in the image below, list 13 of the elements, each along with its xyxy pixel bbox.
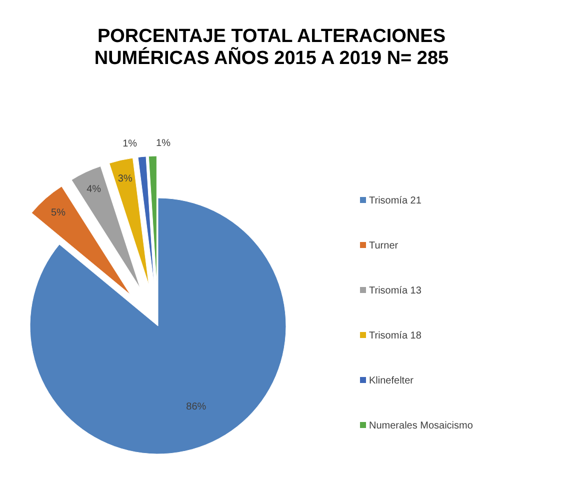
legend-label: Turner bbox=[369, 240, 399, 252]
legend-label: Trisomía 21 bbox=[369, 196, 422, 207]
data-label: 1% bbox=[156, 138, 171, 149]
data-label: 86% bbox=[186, 402, 206, 413]
chart-title: PORCENTAJE TOTAL ALTERACIONES NUMÉRICAS AÑOS 2015 A 2019 N= 285 bbox=[94, 26, 450, 69]
legend-label: Trisomía 13 bbox=[369, 286, 422, 297]
data-label: 3% bbox=[118, 173, 132, 184]
legend-label: Trisomía 18 bbox=[369, 330, 422, 342]
data-label: 1% bbox=[122, 138, 138, 150]
data-label: 4% bbox=[86, 184, 102, 196]
legend-label: Numerales Mosaicismo bbox=[369, 420, 474, 432]
data-label: 5% bbox=[51, 208, 66, 219]
legend-label: Klinefelter bbox=[369, 376, 414, 387]
